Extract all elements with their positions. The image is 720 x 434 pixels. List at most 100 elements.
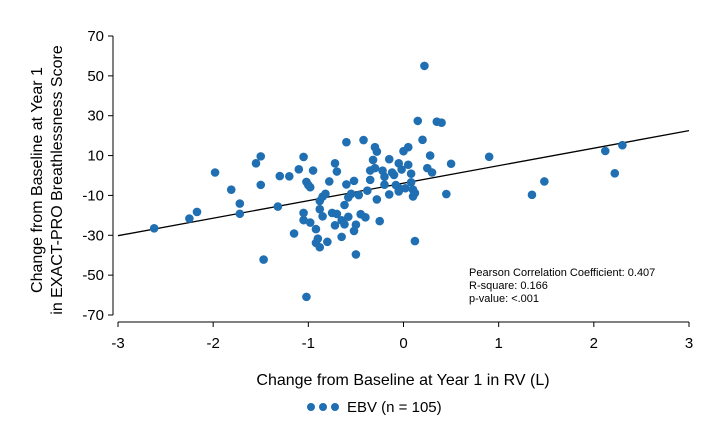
data-point (349, 176, 359, 186)
data-point (372, 147, 382, 156)
data-point (375, 216, 385, 226)
data-point (389, 170, 399, 180)
x-tick-label: -3 (111, 335, 124, 352)
data-point (384, 190, 394, 199)
data-point (427, 168, 437, 177)
x-tick-label: -2 (206, 335, 219, 352)
data-point (406, 169, 416, 179)
data-point (315, 242, 325, 252)
data-point (406, 177, 416, 187)
data-point (365, 166, 375, 175)
data-point (332, 209, 342, 219)
y-tick-label: -30 (82, 227, 104, 244)
data-point (210, 168, 220, 177)
data-point (299, 152, 308, 162)
x-axis-title: Change from Baseline at Year 1 in RV (L) (256, 372, 549, 389)
x-tick-label: -1 (302, 335, 315, 352)
legend-label: EBV (n = 105) (347, 399, 442, 416)
data-point (226, 185, 236, 194)
data-point (384, 154, 394, 164)
data-point (437, 118, 446, 127)
data-point (346, 189, 356, 199)
y-tick-label: 10 (87, 148, 104, 165)
data-point (337, 232, 346, 242)
data-point (149, 224, 159, 233)
x-tick-label: 3 (685, 335, 693, 352)
data-point (305, 182, 315, 192)
data-point (256, 152, 266, 161)
data-point (354, 190, 364, 200)
trend-line (117, 130, 690, 237)
data-point (361, 213, 370, 222)
p-value-annotation: p-value: <.001 (469, 293, 539, 305)
data-point (315, 204, 325, 214)
y-tick-label: -10 (82, 187, 104, 204)
data-points (149, 61, 627, 302)
data-point (192, 207, 202, 217)
data-point (420, 61, 429, 71)
data-point (410, 188, 420, 198)
x-tick-label: 0 (399, 335, 407, 352)
data-point (394, 187, 404, 196)
data-point (540, 177, 549, 186)
data-point (418, 135, 427, 145)
data-point (410, 236, 420, 246)
legend-marker (331, 403, 339, 411)
data-point (294, 165, 304, 174)
data-point (289, 229, 299, 238)
y-tick-label: 50 (87, 68, 104, 85)
trend-line-group (117, 130, 690, 237)
y-tick-label: 70 (87, 28, 104, 45)
data-point (340, 200, 349, 210)
data-point (308, 166, 318, 175)
data-point (302, 292, 311, 302)
data-point (299, 215, 308, 225)
legend-marker (319, 403, 327, 411)
data-point (259, 255, 268, 264)
data-point (365, 175, 375, 185)
data-point (413, 116, 423, 126)
data-point (403, 160, 413, 170)
data-point (285, 171, 294, 181)
data-point (401, 183, 410, 193)
data-point (323, 237, 332, 247)
data-point (313, 234, 323, 243)
data-point (380, 172, 389, 181)
data-point (251, 159, 261, 168)
y-axis-title-line-1: Change from Baseline at Year 1 (29, 67, 46, 293)
data-point (305, 218, 315, 227)
data-point (321, 189, 330, 199)
data-point (397, 165, 406, 174)
data-point (425, 151, 435, 160)
data-point (372, 195, 382, 204)
data-point (368, 155, 378, 165)
data-point (363, 186, 372, 195)
data-point (340, 220, 349, 229)
data-point (600, 146, 610, 156)
data-point (275, 171, 285, 181)
data-point (330, 159, 340, 168)
y-tick-label: 30 (87, 108, 104, 125)
stats-annotation: Pearson Correlation Coefficient: 0.407 R… (469, 267, 655, 305)
data-point (235, 199, 245, 208)
data-point (299, 208, 308, 218)
legend: EBV (n = 105) (307, 399, 442, 416)
x-tick-label: 1 (494, 335, 502, 352)
data-point (442, 189, 451, 199)
data-point (484, 152, 494, 162)
data-point (273, 202, 283, 211)
data-point (235, 209, 245, 219)
data-point (318, 212, 327, 221)
data-point (330, 221, 340, 230)
data-point (344, 212, 353, 222)
data-point (351, 220, 361, 230)
data-point (527, 190, 537, 200)
y-tick-label: -70 (82, 307, 104, 324)
data-point (610, 169, 620, 178)
data-point (618, 140, 627, 150)
x-tick-label: 2 (590, 335, 598, 352)
data-point (351, 250, 361, 259)
r-square-annotation: R-square: 0.166 (469, 280, 548, 292)
data-point (403, 142, 413, 152)
